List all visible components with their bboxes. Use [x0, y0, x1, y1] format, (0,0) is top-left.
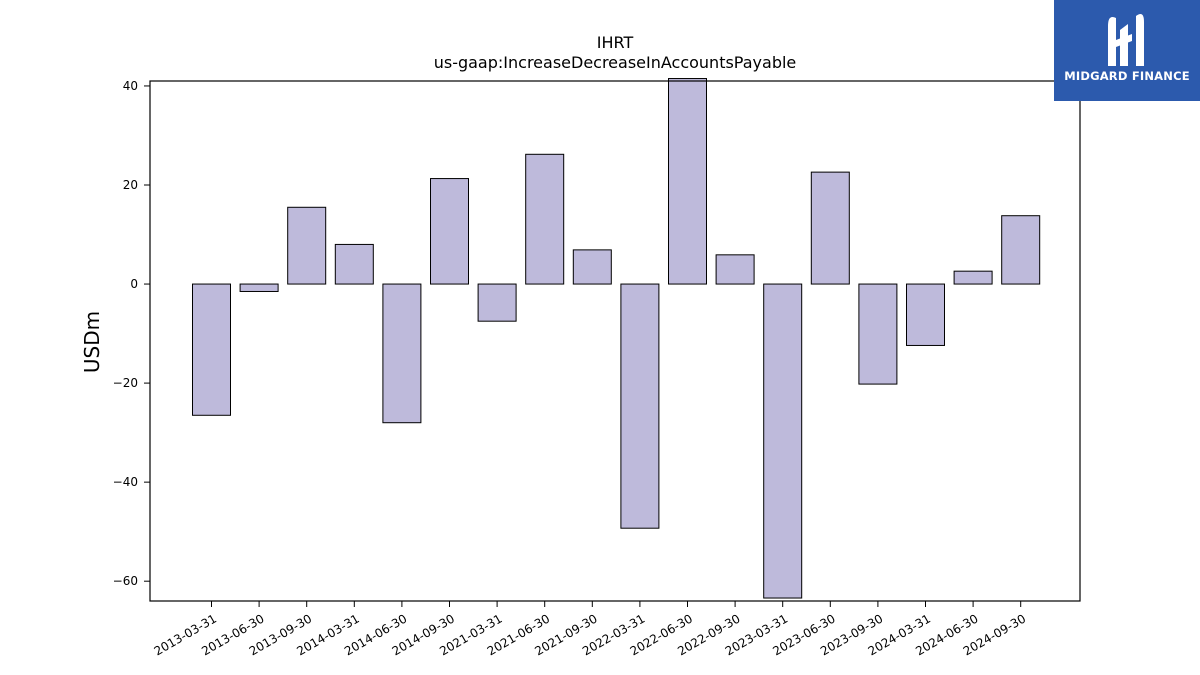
y-ticks-group: −60 −40 −20 0 20 40: [113, 79, 150, 588]
bars-group: [192, 78, 1041, 599]
bar-2013-03-31: [192, 283, 231, 416]
plot-frame: [149, 80, 1081, 602]
y-tick-label: 20: [123, 178, 138, 192]
y-tick-label: −20: [113, 376, 138, 390]
bar-2022-09-30: [715, 254, 755, 285]
bar-2014-09-30: [430, 178, 469, 285]
bar-2022-03-31: [620, 283, 660, 529]
y-axis-label: USDm: [80, 311, 104, 373]
midgard-finance-logo: MIDGARD FINANCE: [1054, 0, 1200, 101]
bar-2022-06-30: [668, 78, 707, 285]
bar-2013-06-30: [239, 283, 279, 292]
bar-2014-06-30: [382, 283, 422, 424]
y-tick-label: −40: [113, 475, 138, 489]
y-tick-label: −60: [113, 574, 138, 588]
y-tick-label: 0: [130, 277, 138, 291]
chart-title: IHRT: [597, 33, 634, 52]
logo-text: MIDGARD FINANCE: [1064, 69, 1190, 83]
bar-2023-03-31: [763, 283, 803, 599]
bar-2023-09-30: [858, 283, 898, 385]
x-ticks-group: 2013-03-312013-06-302013-09-302014-03-31…: [152, 601, 1028, 658]
chart-subtitle: us-gaap:IncreaseDecreaseInAccountsPayabl…: [434, 53, 797, 72]
bar-2021-09-30: [572, 249, 612, 285]
bar-2021-03-31: [477, 283, 517, 322]
bar-2021-06-30: [525, 153, 565, 285]
bar-2024-06-30: [953, 270, 993, 285]
bar-2023-06-30: [810, 171, 850, 285]
bar-2024-03-31: [906, 283, 945, 346]
y-tick-label: 40: [123, 79, 138, 93]
bar-2014-03-31: [334, 243, 374, 285]
bar-2024-09-30: [1001, 215, 1041, 285]
bar-2013-09-30: [287, 206, 327, 285]
logo-mark-icon: [1108, 14, 1144, 66]
